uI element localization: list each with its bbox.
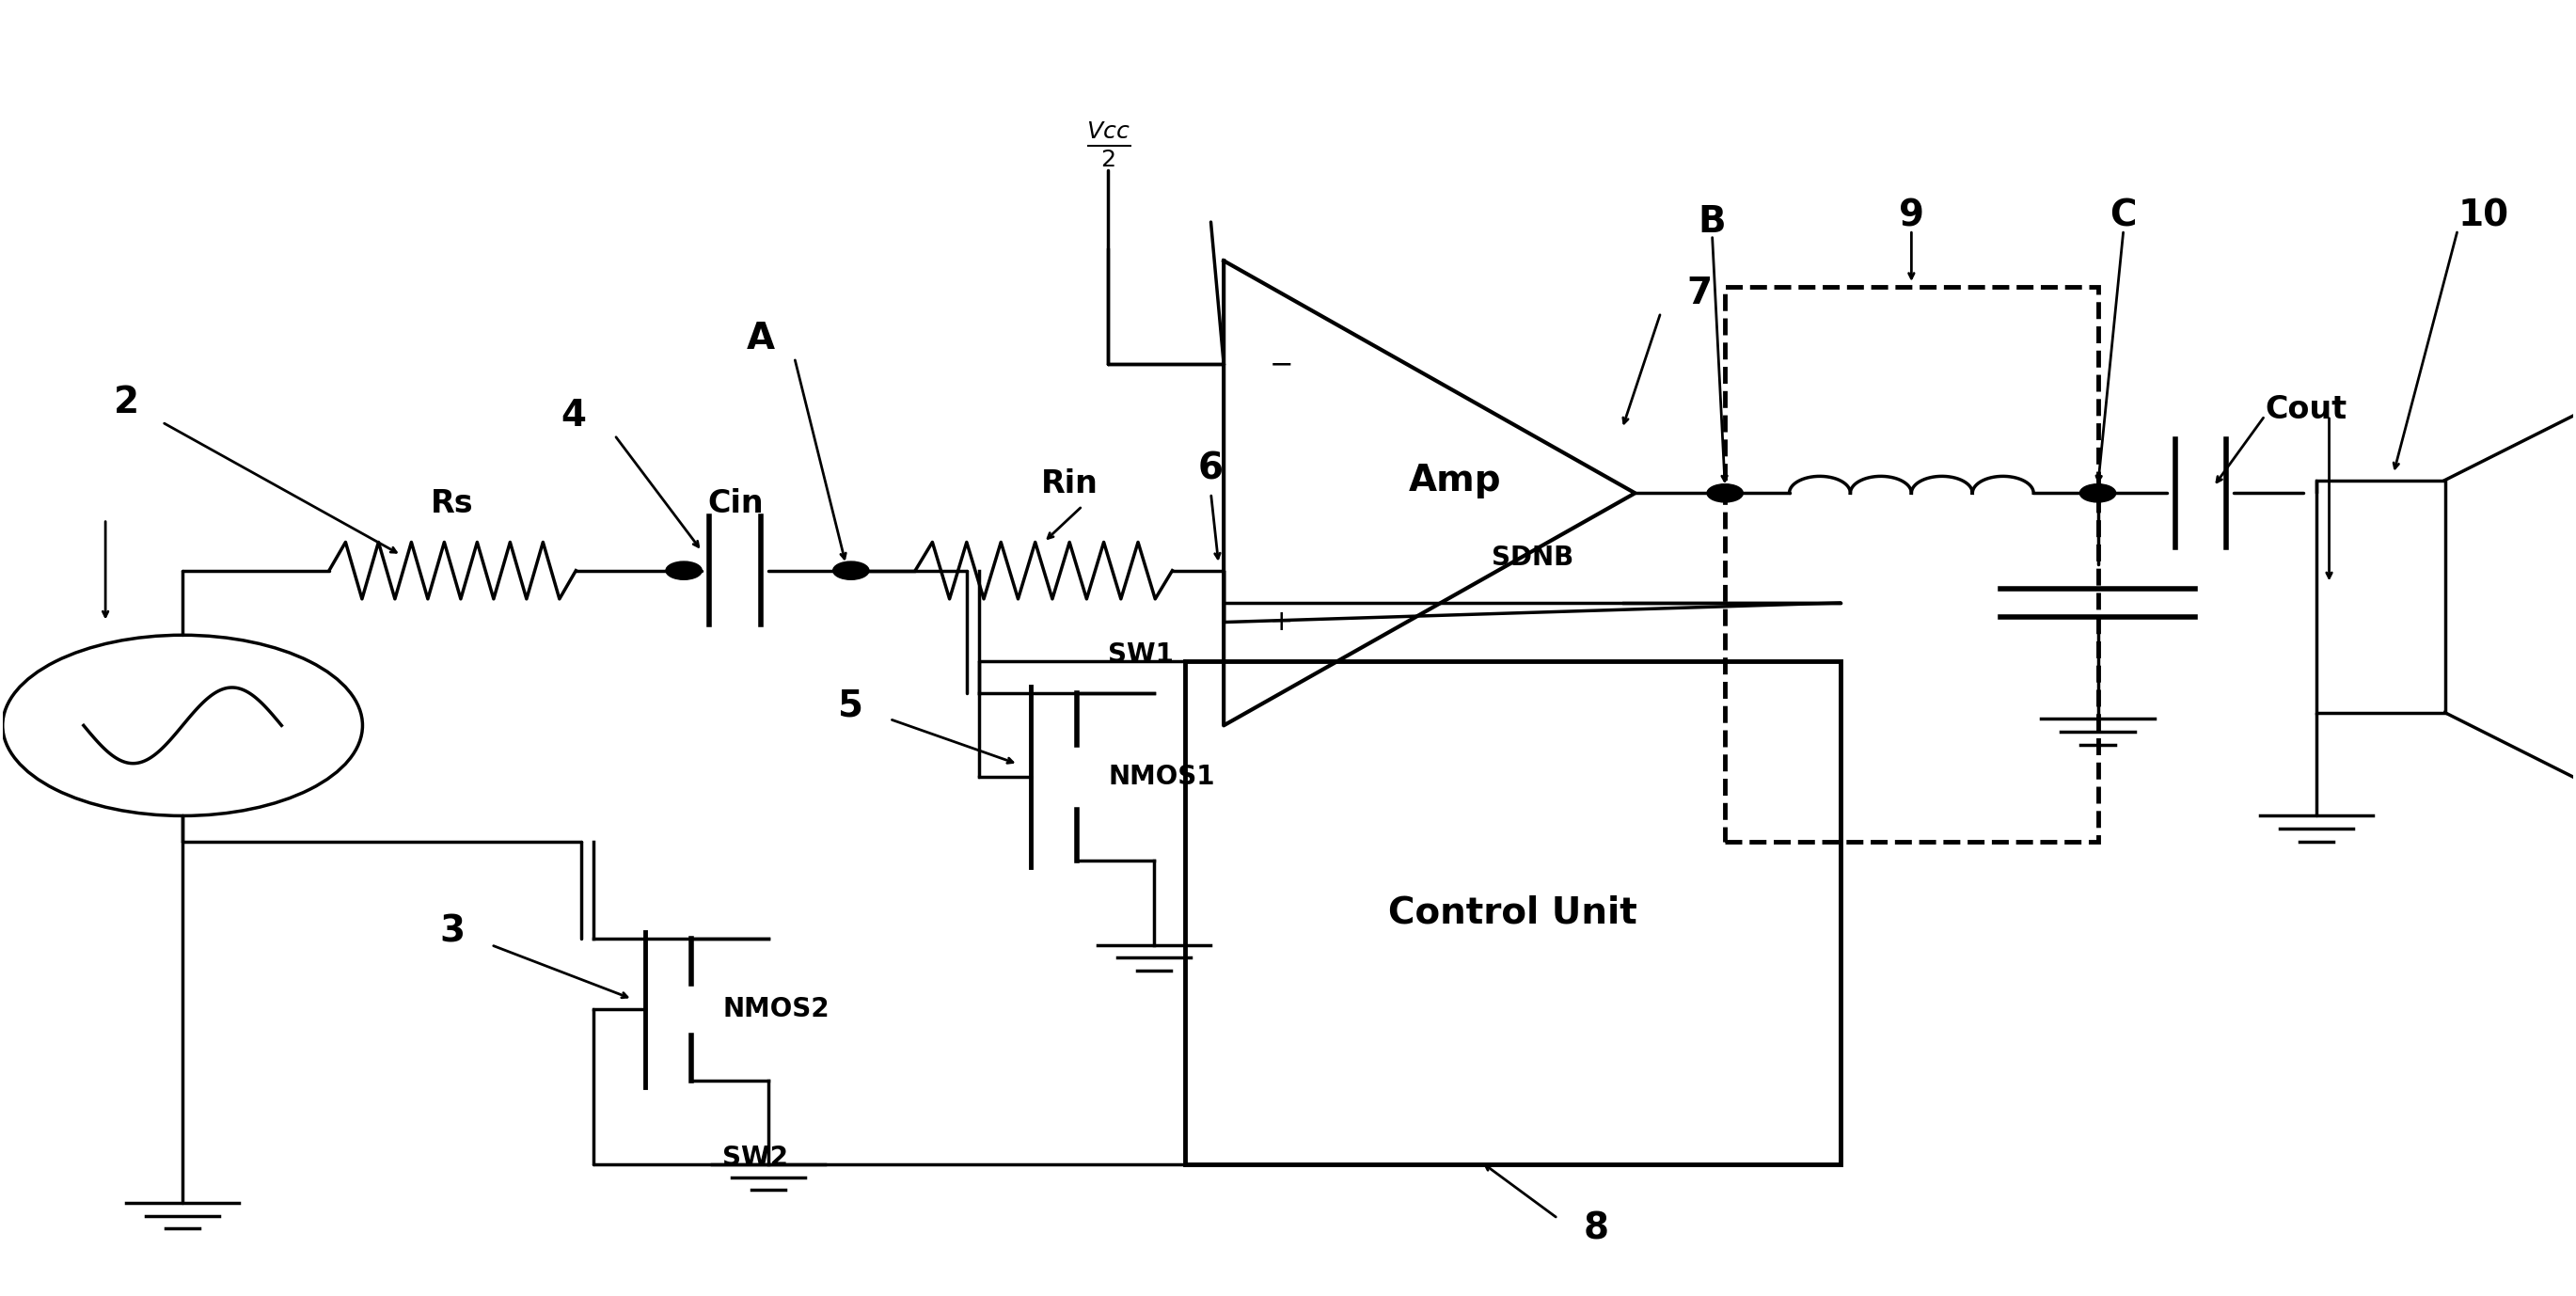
Text: SDNB: SDNB — [1492, 544, 1574, 570]
Text: 2: 2 — [113, 385, 139, 421]
Text: NMOS1: NMOS1 — [1108, 763, 1216, 791]
Text: 6: 6 — [1198, 451, 1224, 487]
Bar — [1726, 286, 2097, 841]
Circle shape — [2079, 485, 2115, 502]
Text: A: A — [747, 320, 775, 356]
Circle shape — [665, 561, 701, 579]
Text: SW2: SW2 — [721, 1144, 788, 1172]
Text: C: C — [2110, 198, 2138, 233]
Text: 5: 5 — [837, 688, 863, 724]
Text: 4: 4 — [562, 398, 585, 434]
Text: NMOS2: NMOS2 — [721, 997, 829, 1023]
Text: Amp: Amp — [1409, 463, 1502, 498]
Text: 8: 8 — [1584, 1210, 1610, 1247]
Text: 10: 10 — [2458, 198, 2509, 233]
Text: Rin: Rin — [1041, 469, 1097, 499]
Text: $\frac{Vcc}{2}$: $\frac{Vcc}{2}$ — [1087, 121, 1131, 170]
Text: 9: 9 — [1899, 198, 1924, 233]
Bar — [1185, 661, 1842, 1164]
Text: B: B — [1698, 205, 1726, 240]
Text: 3: 3 — [440, 914, 466, 950]
Bar — [2316, 481, 2445, 713]
Text: Cin: Cin — [708, 487, 762, 518]
Text: 7: 7 — [1687, 275, 1713, 311]
Text: Rs: Rs — [430, 487, 474, 518]
Text: $-$: $-$ — [1270, 350, 1291, 377]
Circle shape — [1708, 485, 1744, 502]
Text: Control Unit: Control Unit — [1388, 894, 1638, 931]
Text: SW1: SW1 — [1108, 642, 1175, 667]
Text: Cout: Cout — [2264, 394, 2347, 425]
Text: $+$: $+$ — [1270, 609, 1291, 636]
Circle shape — [832, 561, 868, 579]
